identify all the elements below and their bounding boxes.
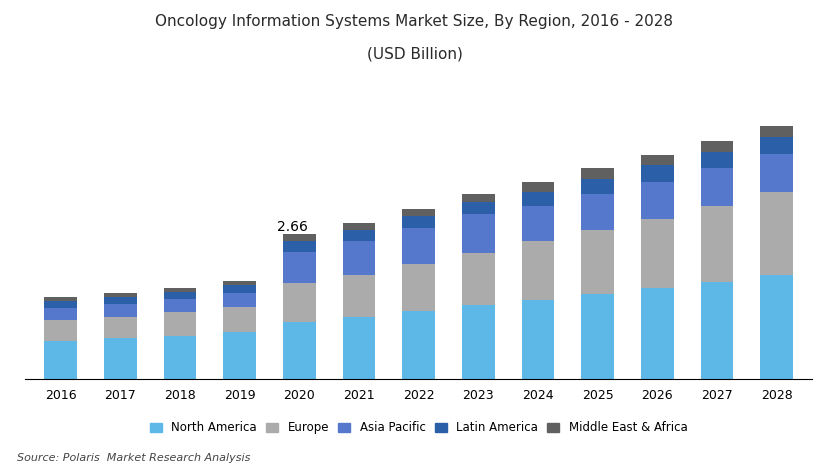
Bar xyxy=(104,317,137,338)
Bar xyxy=(580,294,614,379)
Bar xyxy=(461,253,494,306)
Bar xyxy=(402,264,435,311)
Bar xyxy=(282,322,315,379)
Bar xyxy=(342,230,375,241)
Text: 2.66: 2.66 xyxy=(277,220,307,234)
Bar xyxy=(104,297,137,304)
Bar xyxy=(700,206,733,282)
Bar xyxy=(759,154,792,192)
Bar xyxy=(521,205,554,241)
Bar xyxy=(759,126,792,137)
Bar xyxy=(44,320,77,341)
Bar xyxy=(521,300,554,379)
Bar xyxy=(223,281,256,285)
Bar xyxy=(402,311,435,379)
Bar xyxy=(521,192,554,205)
Bar xyxy=(402,209,435,216)
Bar xyxy=(223,307,256,332)
Bar xyxy=(759,192,792,275)
Bar xyxy=(104,338,137,379)
Bar xyxy=(402,216,435,228)
Bar xyxy=(580,168,614,179)
Bar xyxy=(44,308,77,320)
Bar xyxy=(104,293,137,297)
Bar xyxy=(342,223,375,230)
Bar xyxy=(44,297,77,301)
Bar xyxy=(640,288,673,379)
Bar xyxy=(640,155,673,166)
Bar xyxy=(282,234,315,241)
Bar xyxy=(282,241,315,252)
Bar xyxy=(521,241,554,300)
Bar xyxy=(163,336,196,379)
Bar xyxy=(759,275,792,379)
Bar xyxy=(700,152,733,168)
Bar xyxy=(640,182,673,219)
Text: Source: Polaris  Market Research Analysis: Source: Polaris Market Research Analysis xyxy=(17,453,250,463)
Bar xyxy=(163,299,196,312)
Bar xyxy=(700,168,733,206)
Bar xyxy=(163,288,196,292)
Bar xyxy=(759,137,792,154)
Bar xyxy=(282,283,315,322)
Bar xyxy=(104,304,137,317)
Bar xyxy=(461,306,494,379)
Bar xyxy=(461,194,494,202)
Bar xyxy=(342,241,375,275)
Bar xyxy=(342,317,375,379)
Bar xyxy=(580,230,614,294)
Bar xyxy=(44,341,77,379)
Bar xyxy=(580,194,614,230)
Bar xyxy=(223,293,256,307)
Bar xyxy=(640,166,673,182)
Text: (USD Billion): (USD Billion) xyxy=(366,47,462,62)
Bar xyxy=(640,219,673,288)
Bar xyxy=(342,275,375,317)
Bar xyxy=(521,182,554,192)
Bar xyxy=(163,312,196,336)
Bar xyxy=(402,228,435,264)
Legend: North America, Europe, Asia Pacific, Latin America, Middle East & Africa: North America, Europe, Asia Pacific, Lat… xyxy=(145,417,691,439)
Bar xyxy=(44,301,77,308)
Text: Oncology Information Systems Market Size, By Region, 2016 - 2028: Oncology Information Systems Market Size… xyxy=(156,14,672,29)
Bar xyxy=(580,179,614,194)
Bar xyxy=(461,202,494,214)
Bar xyxy=(700,141,733,152)
Bar xyxy=(223,332,256,379)
Bar xyxy=(461,214,494,253)
Bar xyxy=(700,282,733,379)
Bar xyxy=(223,285,256,293)
Bar xyxy=(282,252,315,283)
Bar xyxy=(163,292,196,299)
